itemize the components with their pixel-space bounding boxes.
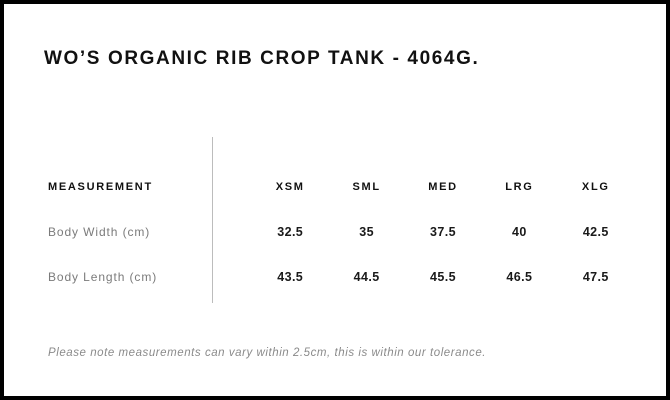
row-label-body-width: Body Width (cm) [48,224,151,239]
column-header-sml: SML [352,180,381,193]
cell-body-length-xlg: 47.5 [582,269,609,284]
cell-body-width-med: 37.5 [430,224,456,239]
cell-body-length-xsm: 43.5 [277,269,304,284]
size-chart-table: MEASUREMENT XSM SML MED LRG XLG Body Wid… [44,164,634,299]
cell-body-length-sml: 44.5 [353,269,380,284]
column-header-lrg: LRG [505,180,534,193]
cell-body-width-xsm: 32.5 [277,224,304,239]
cell-body-length-med: 45.5 [430,269,456,284]
table-header-row: MEASUREMENT XSM SML MED LRG XLG [44,164,634,209]
column-header-xsm: XSM [275,180,305,193]
table-row: Body Width (cm) 32.5 35 37.5 40 42.5 [44,209,634,254]
tolerance-note: Please note measurements can vary within… [48,347,487,359]
column-header-med: MED [428,180,458,193]
column-header-xlg: XLG [581,180,610,193]
cell-body-width-xlg: 42.5 [582,224,609,239]
table-row: Body Length (cm) 43.5 44.5 45.5 46.5 47.… [44,254,634,299]
row-label-body-length: Body Length (cm) [48,269,158,284]
cell-body-width-sml: 35 [359,224,374,239]
cell-body-length-lrg: 46.5 [506,269,533,284]
table-column-divider [212,137,213,303]
page-title: WO’S ORGANIC RIB CROP TANK - 4064G. [44,48,480,69]
cell-body-width-lrg: 40 [512,224,527,239]
column-header-measurement: MEASUREMENT [48,180,153,193]
